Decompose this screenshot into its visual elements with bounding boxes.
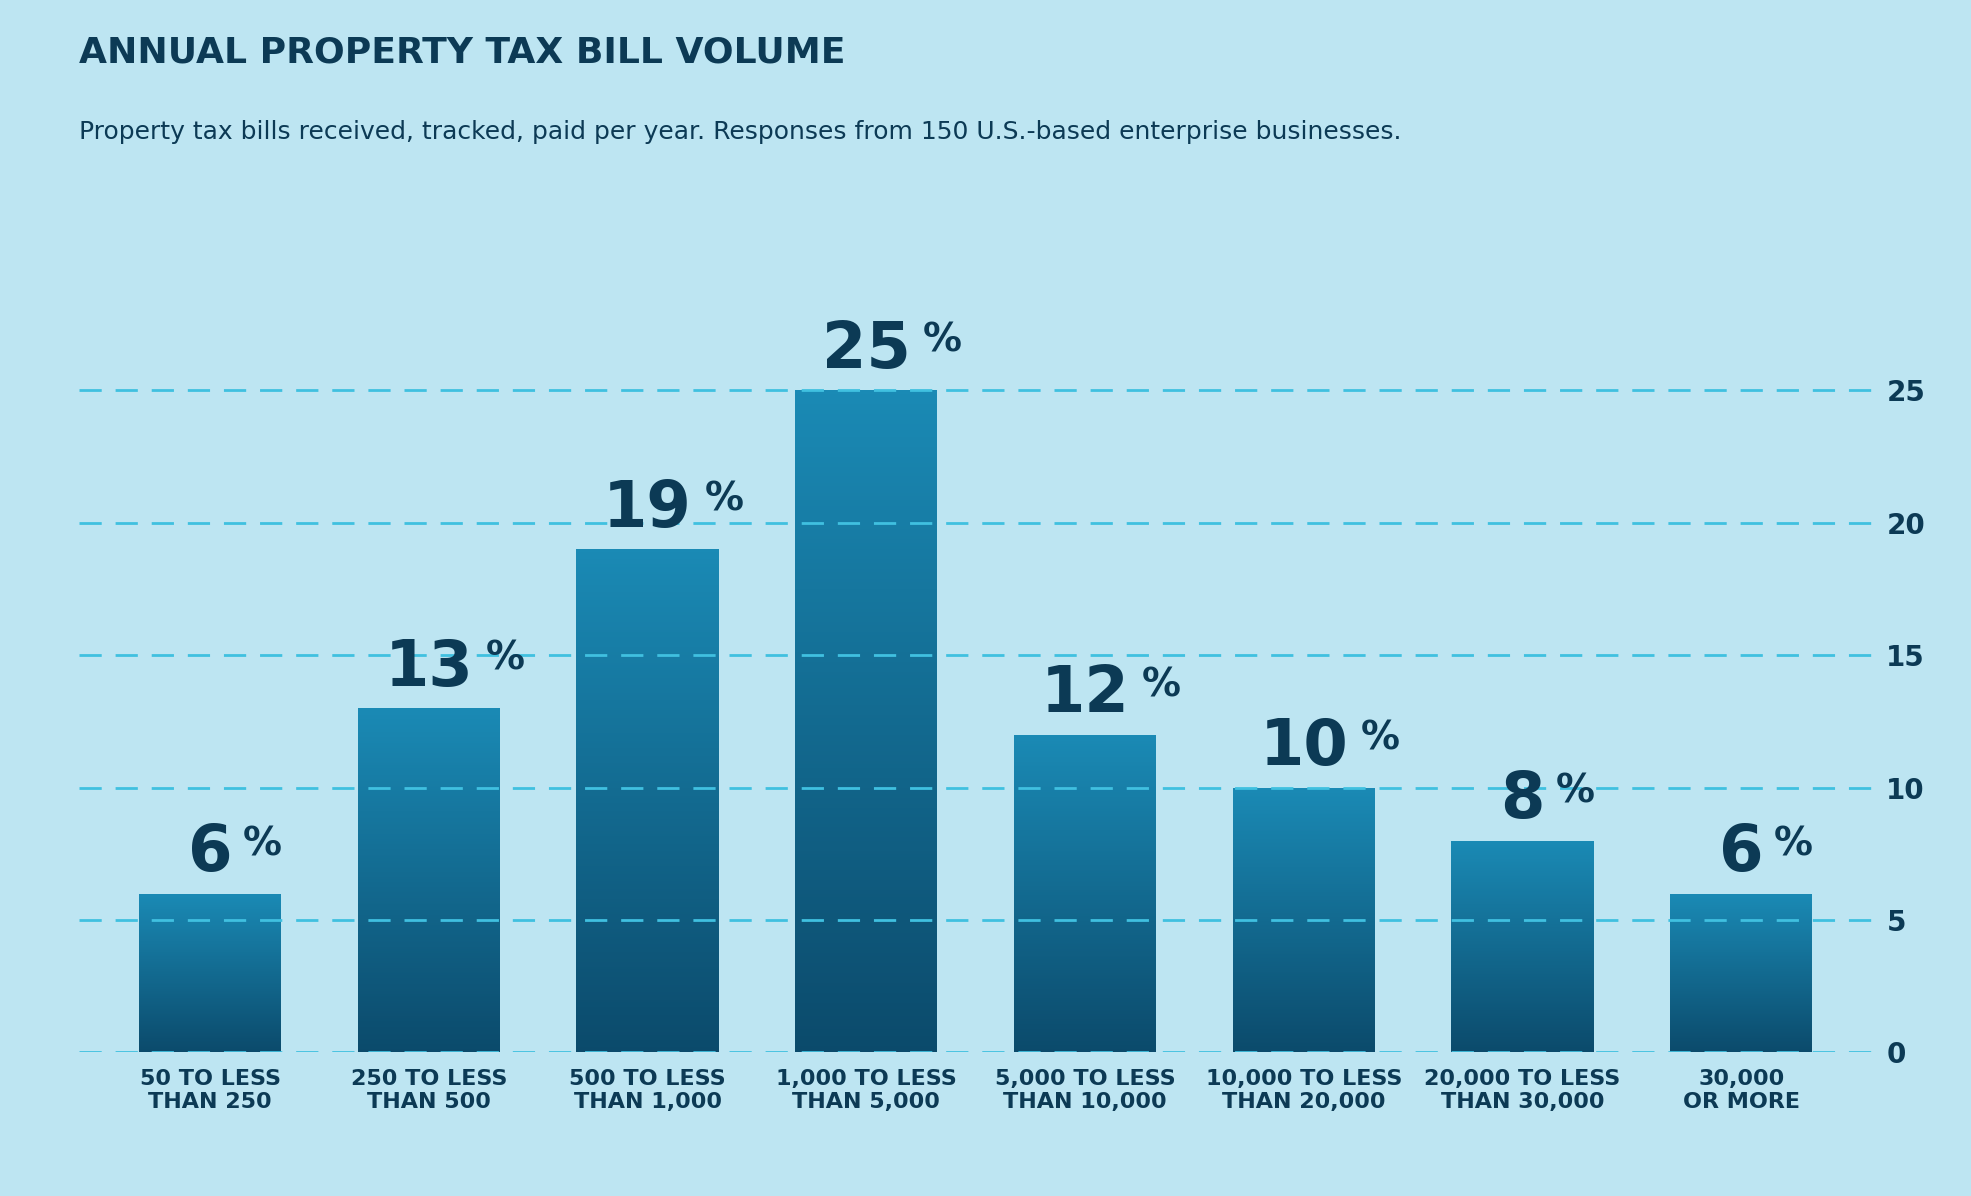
- Text: Property tax bills received, tracked, paid per year. Responses from 150 U.S.-bas: Property tax bills received, tracked, pa…: [79, 120, 1401, 144]
- Text: 13: 13: [384, 637, 473, 698]
- Text: 19: 19: [603, 478, 692, 541]
- Text: %: %: [1360, 719, 1399, 757]
- Text: %: %: [1774, 825, 1813, 864]
- Text: %: %: [1555, 773, 1595, 810]
- Text: 10: 10: [1259, 716, 1348, 779]
- Text: 6: 6: [187, 823, 233, 884]
- Text: %: %: [704, 481, 743, 519]
- Text: ANNUAL PROPERTY TAX BILL VOLUME: ANNUAL PROPERTY TAX BILL VOLUME: [79, 36, 846, 69]
- Text: 8: 8: [1500, 769, 1545, 831]
- Text: %: %: [242, 825, 282, 864]
- Text: 12: 12: [1041, 664, 1129, 726]
- Text: %: %: [485, 640, 524, 678]
- Text: 25: 25: [822, 319, 911, 382]
- Text: %: %: [1141, 666, 1181, 704]
- Text: 6: 6: [1719, 823, 1764, 884]
- Text: %: %: [922, 322, 962, 360]
